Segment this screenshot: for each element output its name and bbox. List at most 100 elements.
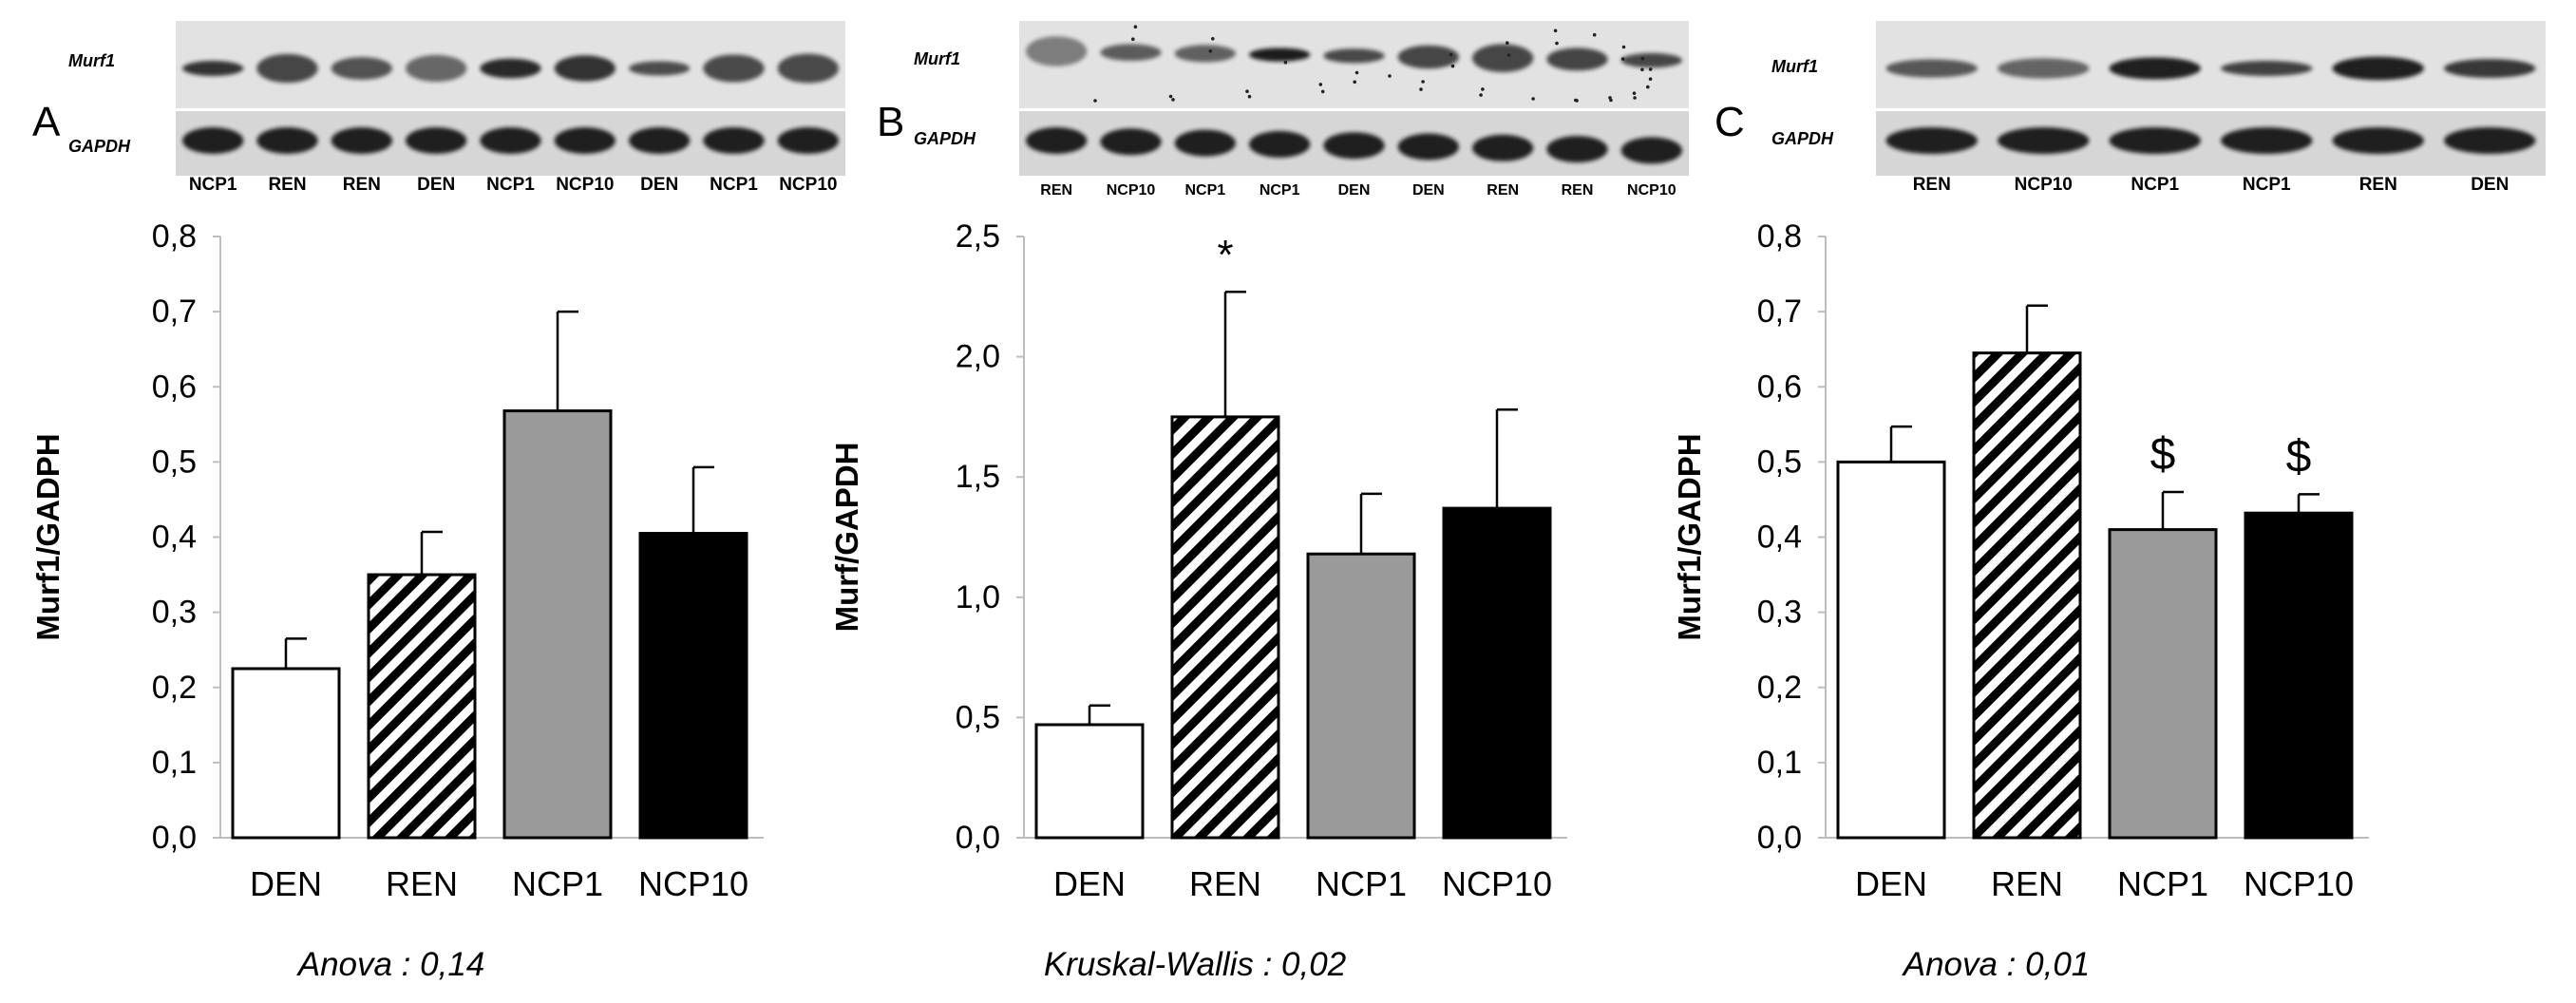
bar-ncp10 [638,532,748,840]
gapdh-band [1249,130,1311,158]
murf1-band [2109,57,2201,80]
blot-label-gapdh: GAPDH [1771,129,1834,148]
significance-marker: $ [2150,429,2176,480]
gapdh-blot-strip [1876,111,2546,176]
murf1-band [703,54,765,83]
murf1-band [406,54,467,83]
blot-label-murf1: Murf1 [1771,57,1818,76]
x-tick-label: NCP1 [1316,864,1407,903]
murf1-band [2332,56,2424,81]
blot-speck [1208,49,1213,53]
blot-speck [1450,64,1455,68]
blot-speck [1133,25,1138,29]
blot-speck [1388,74,1392,78]
gapdh-band [256,127,318,154]
y-tick-label: 0,6 [1757,369,1802,405]
y-tick-label: 0,0 [152,820,197,856]
x-tick-label: NCP10 [2244,864,2354,903]
blot-speck [1621,45,1626,49]
panel-A: NCP1 REN REN DEN NCP1 NCP10 DEN NCP1 NCP10 A Murf1… [30,21,845,983]
murf1-band [1100,44,1162,62]
blot-speck [1131,37,1135,41]
murf1-band [554,55,616,82]
significance-marker: $ [2286,431,2312,482]
blot-speck [1421,80,1425,84]
x-tick-label: REN [1189,864,1261,903]
gapdh-band [406,127,467,154]
bar-ncp1 [2108,528,2218,840]
y-axis-label: Murf1/GADPH [1672,433,1707,640]
gapdh-band [182,127,244,154]
y-tick-label: 0,0 [1757,820,1802,856]
blot-speck [1211,37,1215,41]
blot-speck [1592,32,1597,37]
gapdh-band [2444,127,2536,154]
gapdh-band [1472,134,1534,161]
gapdh-band [1026,127,1088,154]
murf1-band [1249,47,1311,62]
x-tick-label: NCP1 [2117,864,2208,903]
blot-speck [1481,87,1485,91]
panel-letter: A [32,99,61,145]
y-tick-label: 2,0 [956,339,1000,375]
blot-speck [1506,41,1509,45]
bar-ren [367,573,477,840]
blot-lane-label: REN [1040,182,1072,199]
x-tick-label: DEN [250,864,322,903]
gapdh-band [2332,127,2424,154]
x-tick-label: NCP1 [512,864,603,903]
gapdh-band [777,127,839,154]
blot-speck [1320,89,1325,94]
blot-lane-label: NCP1 [486,175,535,195]
x-tick-label: DEN [1053,864,1126,903]
murf1-band [1323,48,1385,64]
blot-speck [1168,94,1173,99]
statistic-label: Anova : 0,14 [296,946,485,983]
blot-speck [1419,87,1423,91]
bar-ncp10 [1442,506,1552,840]
blot-lane-label: NCP10 [2015,175,2073,195]
y-tick-label: 1,5 [956,459,1000,495]
murf1-band [1026,36,1088,66]
murf1-blot-strip [1876,21,2546,108]
statistic-label: Kruskal-Wallis : 0,02 [1044,946,1346,983]
blot-lane-label: DEN [417,175,455,195]
y-tick-label: 0,8 [152,218,197,255]
murf1-band [331,57,392,80]
x-tick-label: NCP10 [1442,864,1552,903]
murf1-band [1885,59,1978,78]
gapdh-band [2221,127,2313,154]
western-blot-A: NCP1 REN REN DEN NCP1 NCP10 DEN NCP1 NCP10 [176,21,845,195]
blot-speck [1620,57,1625,61]
blot-lane-label: NCP1 [2131,175,2179,195]
blot-speck [1646,85,1650,89]
y-tick-label: 0,1 [1757,745,1802,781]
bar-ncp10 [2244,511,2354,840]
blot-speck [1283,60,1288,65]
statistic-label: Anova : 0,01 [1902,946,2091,983]
blot-lane-label: DEN [2471,175,2509,195]
blot-lane-label: REN [2359,175,2397,195]
gapdh-band [1100,128,1162,156]
y-tick-label: 0,7 [1757,293,1802,330]
y-tick-label: 0,8 [1757,218,1802,255]
gapdh-band [554,127,616,154]
murf1-band [1174,45,1236,63]
bar-den [1836,460,1946,840]
blot-speck [1632,91,1637,95]
bar-ncp1 [1306,552,1416,840]
bar-ren [1170,415,1280,840]
blot-speck [1318,83,1323,86]
y-axis-label: Murf/GAPDH [829,443,864,633]
blot-lane-label: REN [343,175,381,195]
blot-lane-label: NCP1 [189,175,237,195]
blot-speck [1171,98,1175,102]
blot-label-murf1: Murf1 [914,49,960,68]
significance-marker: * [1217,232,1233,278]
y-axis-label: Murf1/GADPH [30,433,66,640]
panel-B: REN NCP10 NCP1 NCP1 DEN DEN REN REN NCP10 B Murf1 G… [829,21,1689,983]
blot-speck [1555,41,1559,46]
gapdh-band [703,127,765,154]
y-tick-label: 0,3 [152,595,197,631]
